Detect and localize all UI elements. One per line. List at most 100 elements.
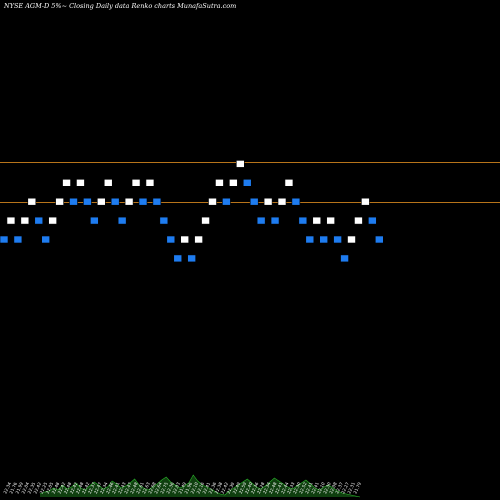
renko-brick-down	[270, 216, 280, 225]
renko-brick-down	[152, 197, 162, 206]
volume-area	[40, 475, 360, 497]
renko-brick-up	[48, 216, 57, 225]
x-tick-label: 22.46	[105, 481, 115, 494]
renko-brick-down	[34, 216, 44, 225]
renko-brick-down	[319, 235, 329, 244]
x-tick-label: 22.05	[45, 481, 55, 494]
renko-brick-down	[340, 254, 349, 263]
renko-brick-down	[13, 235, 23, 244]
renko-brick-up	[194, 235, 203, 244]
renko-brick-down	[41, 235, 51, 244]
renko-brick-up	[180, 235, 189, 244]
x-tick-label: 22.36	[208, 481, 218, 494]
renko-brick-up	[312, 216, 322, 225]
renko-brick-up	[347, 235, 356, 244]
renko-brick-up	[326, 216, 335, 225]
renko-brick-up	[229, 179, 238, 187]
renko-bricks	[0, 160, 384, 263]
renko-brick-down	[0, 235, 9, 244]
renko-brick-up	[277, 197, 287, 206]
renko-brick-up	[131, 179, 141, 187]
x-tick-label: 22.42	[220, 481, 230, 494]
renko-brick-up	[208, 197, 217, 206]
renko-brick-down	[256, 216, 266, 225]
x-tick-label: 21.49	[177, 481, 187, 494]
x-tick-label: 22.04	[20, 481, 30, 494]
renko-brick-down	[242, 179, 252, 187]
x-tick-label: 22.30	[292, 481, 302, 494]
x-tick-label: 22.42	[81, 481, 91, 494]
x-tick-label: 22.37	[334, 481, 344, 494]
x-tick-label: 22.30	[322, 481, 332, 494]
x-tick-label: 22.63	[141, 481, 151, 494]
renko-brick-down	[90, 216, 99, 225]
renko-brick-up	[76, 179, 85, 187]
x-tick-label: 22.39	[226, 481, 236, 494]
renko-brick-up	[20, 216, 30, 225]
x-tick-label: 22.37	[87, 481, 97, 494]
renko-brick-up	[27, 197, 37, 206]
x-tick-label: 22.42	[57, 481, 67, 494]
renko-brick-up	[354, 216, 363, 225]
x-tick-label: 21.76	[8, 481, 18, 494]
renko-brick-up	[361, 197, 370, 206]
x-axis-labels: 22.3421.7621.9922.0422.3522.4222.2522.05…	[2, 481, 362, 494]
renko-brick-up	[284, 179, 294, 187]
x-tick-label: 22.59	[238, 481, 248, 494]
renko-brick-up	[97, 197, 106, 206]
x-tick-label: 22.49	[232, 481, 242, 494]
renko-brick-down	[83, 197, 92, 206]
renko-brick-up	[62, 179, 71, 187]
x-tick-label: 22.08	[328, 481, 338, 494]
x-tick-label: 22.36	[165, 481, 175, 494]
x-tick-label: 22.10	[316, 481, 326, 494]
renko-brick-up	[236, 160, 245, 168]
x-tick-label: 22.03	[171, 481, 181, 494]
x-tick-label: 22.47	[123, 481, 133, 494]
renko-brick-down	[222, 197, 231, 206]
x-tick-label: 22.33	[286, 481, 296, 494]
x-tick-label: 22.10	[189, 481, 199, 494]
x-tick-label: 22.48	[129, 481, 139, 494]
renko-brick-down	[298, 216, 308, 225]
renko-brick-down	[333, 235, 342, 244]
x-tick-label: 22.68	[147, 481, 157, 494]
x-tick-label: 22.34	[262, 481, 272, 494]
x-tick-label: 22.44	[280, 481, 290, 494]
x-tick-label: 22.27	[340, 481, 350, 494]
renko-brick-down	[69, 197, 78, 206]
renko-brick-down	[110, 197, 120, 206]
x-tick-label: 21.96	[183, 481, 193, 494]
x-tick-label: 22.16	[195, 481, 205, 494]
x-tick-label: 22.43	[117, 481, 127, 494]
x-tick-label: 22.48	[75, 481, 85, 494]
x-tick-label: 22.31	[346, 481, 356, 494]
x-tick-label: 22.41	[310, 481, 320, 494]
renko-brick-down	[368, 216, 377, 225]
x-tick-label: 22.36	[250, 481, 260, 494]
x-tick-label: 22.42	[33, 481, 43, 494]
renko-brick-up	[145, 179, 155, 187]
x-tick-label: 22.41	[202, 481, 212, 494]
x-tick-label: 22.61	[135, 481, 145, 494]
volume-line	[39, 474, 361, 498]
renko-brick-up	[124, 197, 134, 206]
x-tick-label: 22.41	[304, 481, 314, 494]
x-tick-label: 22.64	[153, 481, 163, 494]
renko-brick-down	[305, 235, 315, 244]
renko-brick-down	[117, 216, 127, 225]
renko-brick-up	[201, 216, 210, 225]
renko-brick-down	[138, 197, 148, 206]
renko-brick-up	[215, 179, 224, 187]
renko-brick-down	[374, 235, 384, 244]
x-tick-label: 21.79	[352, 481, 362, 494]
x-tick-label: 22.42	[69, 481, 79, 494]
renko-brick-up	[263, 197, 273, 206]
x-tick-label: 22.52	[298, 481, 308, 494]
renko-brick-up	[55, 197, 64, 206]
renko-brick-down	[291, 197, 301, 206]
x-tick-label: 22.47	[93, 481, 103, 494]
renko-brick-down	[249, 197, 259, 206]
x-tick-label: 22.25	[39, 481, 49, 494]
